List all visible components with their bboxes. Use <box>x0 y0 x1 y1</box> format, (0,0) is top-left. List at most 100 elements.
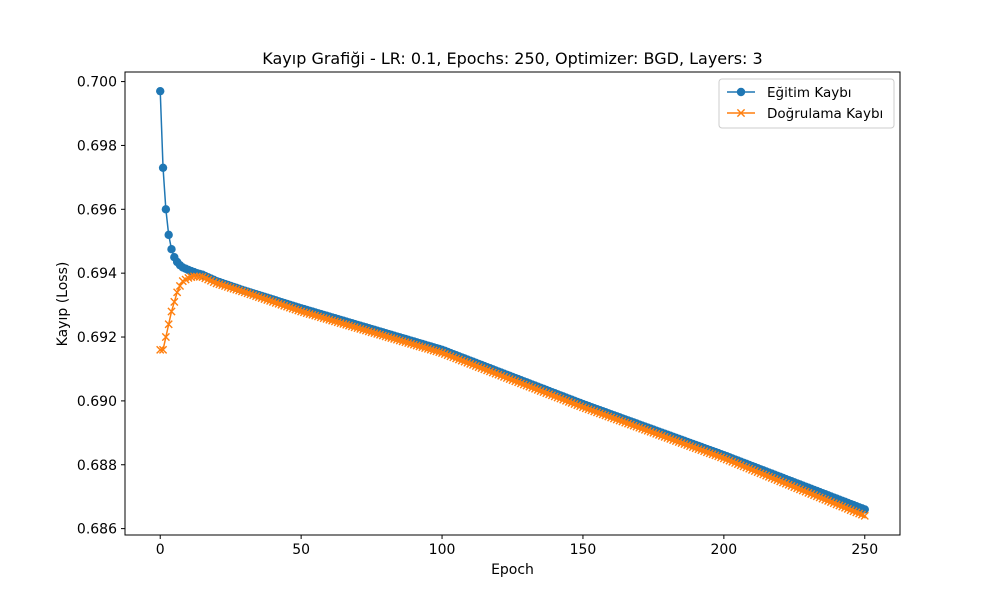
y-tick-label: 0.686 <box>77 522 117 538</box>
validation-loss-point <box>375 330 385 339</box>
validation-loss-point <box>215 280 224 289</box>
validation-loss-point <box>274 299 283 308</box>
legend-marker-training <box>736 87 746 97</box>
validation-loss-point <box>246 290 255 299</box>
validation-loss-point <box>237 287 247 296</box>
validation-loss-point <box>418 343 427 352</box>
validation-loss-point <box>184 273 193 283</box>
series-layer <box>156 86 869 520</box>
validation-loss-point <box>173 288 182 297</box>
validation-loss-point <box>432 347 441 356</box>
x-axis: 0 50 100 150 200 250 <box>156 535 878 558</box>
validation-loss-point <box>421 343 430 353</box>
validation-loss-point <box>164 320 173 329</box>
validation-loss-point <box>316 313 325 322</box>
validation-loss-point <box>860 511 869 520</box>
validation-loss-point <box>158 345 168 354</box>
validation-loss-point <box>226 283 235 292</box>
validation-loss-point <box>220 281 230 291</box>
y-tick-label: 0.690 <box>77 394 117 410</box>
validation-loss-series <box>156 272 869 520</box>
legend-box <box>718 78 895 129</box>
validation-loss-point <box>297 307 306 316</box>
validation-loss-point <box>404 338 413 348</box>
training-loss-point <box>161 205 171 214</box>
x-tick-label: 100 <box>429 542 456 558</box>
validation-loss-point <box>342 320 351 329</box>
validation-loss-point <box>240 288 249 297</box>
validation-loss-point <box>249 291 258 300</box>
validation-loss-point <box>373 329 382 338</box>
validation-loss-point <box>392 335 402 344</box>
validation-loss-point <box>282 302 292 311</box>
validation-loss-point <box>319 314 328 323</box>
validation-loss-point <box>423 344 433 353</box>
validation-loss-point <box>271 298 280 307</box>
validation-loss-point <box>412 341 421 350</box>
validation-loss-point <box>395 336 404 345</box>
plot-area <box>124 71 901 536</box>
validation-loss-point <box>426 345 435 354</box>
training-loss-point <box>156 86 165 96</box>
validation-loss-point <box>308 310 317 319</box>
validation-loss-point <box>370 328 379 338</box>
validation-loss-point <box>254 293 263 302</box>
validation-loss-point <box>266 296 275 306</box>
training-loss-point <box>164 230 173 240</box>
y-tick-label: 0.688 <box>77 458 117 474</box>
validation-loss-point <box>359 325 368 334</box>
validation-loss-point <box>328 316 337 325</box>
validation-loss-point <box>229 284 238 293</box>
validation-loss-point <box>311 311 320 320</box>
validation-loss-point <box>170 297 179 306</box>
validation-loss-point <box>218 281 227 290</box>
validation-loss-point <box>435 348 444 357</box>
y-tick-label: 0.700 <box>77 75 117 91</box>
validation-loss-point <box>313 312 323 321</box>
x-tick-label: 250 <box>851 542 878 558</box>
validation-loss-point <box>243 289 252 298</box>
validation-loss-point <box>175 281 185 291</box>
validation-loss-point <box>364 327 373 336</box>
legend: Eğitim Kaybı Doğrulama Kaybı <box>718 78 895 129</box>
validation-loss-point <box>367 328 376 337</box>
plot-frame <box>124 71 901 536</box>
validation-loss-point <box>161 332 170 342</box>
validation-loss-point <box>353 323 362 333</box>
validation-loss-point <box>294 306 303 315</box>
x-tick-label: 150 <box>570 542 597 558</box>
validation-loss-point <box>339 319 348 329</box>
y-axis: 0.686 0.688 0.690 0.692 0.694 0.696 0.698 0.700 <box>77 75 125 538</box>
validation-loss-point <box>232 285 241 294</box>
y-tick-label: 0.692 <box>77 330 117 346</box>
validation-loss-point <box>302 309 311 318</box>
validation-loss-point <box>305 309 314 319</box>
validation-loss-line <box>160 275 866 517</box>
validation-loss-point <box>350 323 359 332</box>
validation-loss-point <box>409 340 418 349</box>
validation-loss-point <box>387 333 396 343</box>
x-axis-title: Epoch <box>491 562 534 578</box>
validation-loss-point <box>384 333 393 342</box>
validation-loss-point <box>156 345 165 354</box>
chart-title: Kayıp Grafiği - LR: 0.1, Epochs: 250, Op… <box>262 49 762 68</box>
training-loss-point <box>860 505 869 514</box>
validation-loss-point <box>167 307 176 316</box>
x-tick-label: 200 <box>710 542 737 558</box>
y-axis-title: Kayıp (Loss) <box>55 262 71 347</box>
validation-loss-point <box>285 303 294 312</box>
legend-label-training: Eğitim Kaybı <box>767 85 852 101</box>
y-tick-label: 0.694 <box>77 266 117 282</box>
validation-loss-point <box>288 304 297 313</box>
validation-loss-point <box>381 332 390 341</box>
validation-loss-point <box>268 297 278 306</box>
validation-loss-point <box>347 322 356 331</box>
validation-loss-point <box>280 301 289 310</box>
validation-loss-point <box>330 317 340 326</box>
validation-loss-point <box>398 337 407 346</box>
validation-loss-point <box>344 321 354 330</box>
y-tick-label: 0.696 <box>77 202 117 218</box>
validation-loss-point <box>406 339 416 348</box>
validation-loss-point <box>361 326 371 335</box>
